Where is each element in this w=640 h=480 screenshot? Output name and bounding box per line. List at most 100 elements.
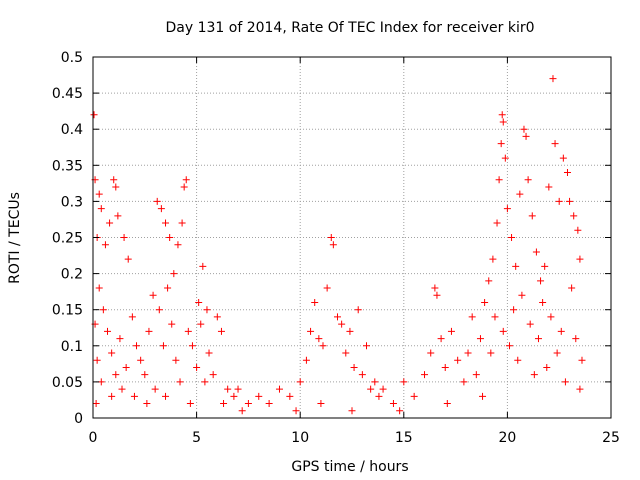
data-point xyxy=(541,262,549,270)
y-tick-label: 0 xyxy=(74,411,83,427)
data-point xyxy=(563,169,571,177)
data-point xyxy=(104,327,112,335)
data-point xyxy=(497,140,505,148)
data-point xyxy=(468,313,476,321)
data-point xyxy=(286,392,294,400)
data-point xyxy=(491,313,499,321)
data-point xyxy=(574,226,582,234)
data-point xyxy=(555,197,563,205)
data-point xyxy=(108,392,116,400)
data-point xyxy=(224,385,232,393)
data-point xyxy=(487,349,495,357)
data-point xyxy=(358,371,366,379)
y-tick-label: 0.1 xyxy=(61,339,83,355)
data-point xyxy=(530,371,538,379)
data-point xyxy=(379,385,387,393)
data-point xyxy=(172,356,180,364)
data-point xyxy=(400,378,408,386)
data-point xyxy=(197,320,205,328)
data-point xyxy=(112,183,120,191)
data-point xyxy=(437,335,445,343)
data-point xyxy=(363,342,371,350)
data-point xyxy=(350,363,358,371)
data-point xyxy=(396,407,404,415)
data-point xyxy=(101,241,109,249)
data-point xyxy=(193,363,201,371)
data-point xyxy=(201,378,209,386)
y-tick-label: 0.45 xyxy=(52,86,83,102)
data-point xyxy=(217,327,225,335)
data-point xyxy=(534,335,542,343)
data-point xyxy=(170,270,178,278)
data-point xyxy=(578,356,586,364)
data-point xyxy=(553,349,561,357)
data-point xyxy=(315,335,323,343)
data-point xyxy=(157,205,165,213)
data-point xyxy=(493,219,501,227)
data-point xyxy=(178,219,186,227)
data-point xyxy=(220,400,228,408)
data-point xyxy=(410,392,418,400)
data-point xyxy=(317,400,325,408)
data-point xyxy=(354,306,362,314)
data-point xyxy=(566,197,574,205)
data-point xyxy=(454,356,462,364)
data-point xyxy=(93,356,101,364)
data-point xyxy=(128,313,136,321)
data-point xyxy=(505,342,513,350)
data-point xyxy=(346,327,354,335)
data-point xyxy=(137,356,145,364)
data-point xyxy=(543,363,551,371)
y-tick-label: 0.3 xyxy=(61,194,83,210)
data-point xyxy=(512,262,520,270)
data-point xyxy=(557,327,565,335)
x-tick-label: 15 xyxy=(395,430,413,446)
data-point xyxy=(464,349,472,357)
data-point xyxy=(549,75,557,83)
data-point xyxy=(333,313,341,321)
x-tick-label: 25 xyxy=(602,430,620,446)
y-tick-label: 0.5 xyxy=(61,50,83,66)
data-point xyxy=(162,392,170,400)
axis-ticks: 0 5 10 15 20 25 0 0.05 0.1 0.15 0.2 0.25 0.3 0.35 0.4 0… xyxy=(52,50,620,446)
data-point xyxy=(124,255,132,263)
data-point xyxy=(166,234,174,241)
data-point xyxy=(122,363,130,371)
x-tick-label: 0 xyxy=(89,430,98,446)
data-point xyxy=(367,385,375,393)
data-point xyxy=(155,306,163,314)
data-point xyxy=(120,234,128,241)
data-point xyxy=(524,176,532,184)
data-point xyxy=(97,205,105,213)
data-point xyxy=(234,385,242,393)
y-tick-label: 0.05 xyxy=(52,375,83,391)
data-point xyxy=(186,400,194,408)
data-point xyxy=(561,378,569,386)
data-point xyxy=(489,255,497,263)
data-point xyxy=(114,212,122,220)
data-point xyxy=(433,291,441,299)
data-point xyxy=(518,291,526,299)
data-point xyxy=(168,320,176,328)
data-point xyxy=(568,284,576,292)
data-point xyxy=(116,335,124,343)
data-point xyxy=(485,277,493,285)
data-point xyxy=(230,392,238,400)
data-point xyxy=(528,212,536,220)
data-point xyxy=(108,349,116,357)
data-point xyxy=(296,378,304,386)
data-point xyxy=(143,400,151,408)
data-point xyxy=(195,298,203,306)
data-point xyxy=(307,327,315,335)
data-point xyxy=(112,371,120,379)
data-point xyxy=(213,313,221,321)
data-point xyxy=(472,371,480,379)
data-point xyxy=(537,277,545,285)
data-point xyxy=(499,327,507,335)
data-point xyxy=(182,176,190,184)
data-point xyxy=(498,111,506,119)
x-tick-label: 10 xyxy=(291,430,309,446)
data-point xyxy=(501,154,509,162)
data-point xyxy=(371,378,379,386)
data-point xyxy=(522,132,530,140)
